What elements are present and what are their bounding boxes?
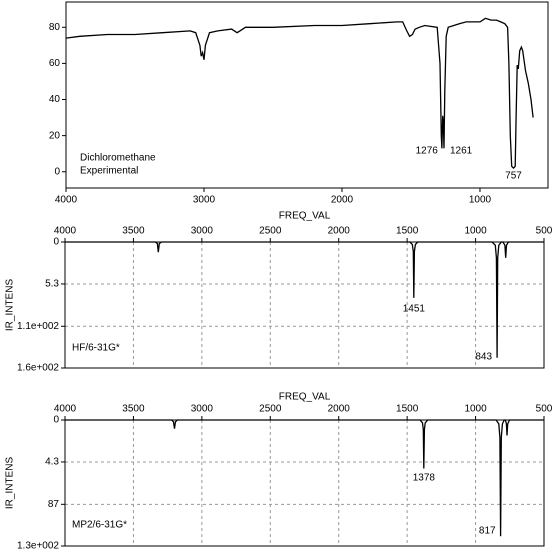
- y-tick-label: 1.6e+002: [17, 363, 59, 374]
- x-tick-label: 2500: [259, 226, 282, 237]
- x-tick-label: 4000: [54, 404, 77, 415]
- x-tick-label: 3000: [193, 195, 216, 206]
- x-tick-label: 4000: [54, 226, 77, 237]
- y-tick-label: 60: [49, 58, 61, 69]
- x-tick-label: 3500: [122, 226, 145, 237]
- x-tick-label: 1000: [464, 226, 487, 237]
- plot-frame: [64, 419, 545, 547]
- y-tick-label: 1.3e+002: [17, 541, 59, 550]
- x-tick-label: 500: [536, 226, 552, 237]
- y-tick-label: 80: [49, 22, 61, 33]
- x-tick-label: 500: [536, 404, 552, 415]
- y-tick-label: 4.3: [45, 457, 59, 468]
- x-tick-label: 3500: [122, 404, 145, 415]
- y-axis-title: IR_INTENS: [5, 279, 16, 332]
- peak-label: 1276: [416, 146, 439, 157]
- y-tick-label: 0: [53, 415, 59, 426]
- peak-label: 1261: [450, 146, 473, 157]
- x-axis-title: FREQ_VAL: [279, 211, 331, 222]
- y-tick-label: 87: [48, 499, 60, 510]
- x-tick-label: 2500: [259, 404, 282, 415]
- x-tick-label: 3000: [191, 404, 214, 415]
- x-tick-label: 4000: [55, 195, 78, 206]
- x-tick-label: 3000: [191, 226, 214, 237]
- plot-frame: [65, 1, 549, 189]
- y-tick-label: 20: [49, 130, 61, 141]
- peak-label: 1451: [403, 304, 426, 315]
- y-tick-label: 0: [53, 237, 59, 248]
- peak-label: 843: [475, 352, 492, 363]
- x-tick-label: 2000: [328, 404, 351, 415]
- x-tick-label: 1000: [464, 404, 487, 415]
- y-tick-label: 5.3: [45, 279, 59, 290]
- spectrum-line: [65, 17, 534, 170]
- x-axis-title: FREQ_VAL: [279, 392, 331, 403]
- peak-label: 757: [505, 171, 522, 182]
- x-tick-label: 1000: [469, 195, 492, 206]
- spectrum-line: [65, 241, 544, 358]
- x-tick-label: 2000: [331, 195, 354, 206]
- y-tick-label: 0: [54, 166, 60, 177]
- x-tick-label: 1500: [396, 404, 419, 415]
- annotation: Dichloromethane: [80, 153, 156, 164]
- spectrum-line: [65, 419, 544, 537]
- y-tick-label: 1.1e+002: [17, 321, 59, 332]
- y-tick-label: 40: [49, 94, 61, 105]
- x-tick-label: 1500: [396, 226, 419, 237]
- y-axis-title: IR_INTENS: [5, 457, 16, 510]
- annotation: MP2/6-31G*: [72, 520, 127, 531]
- annotation: Experimental: [80, 166, 138, 177]
- annotation: HF/6-31G*: [72, 343, 120, 354]
- x-tick-label: 2000: [328, 226, 351, 237]
- peak-label: 817: [479, 526, 496, 537]
- peak-label: 1378: [413, 473, 436, 484]
- plot-frame: [64, 241, 545, 369]
